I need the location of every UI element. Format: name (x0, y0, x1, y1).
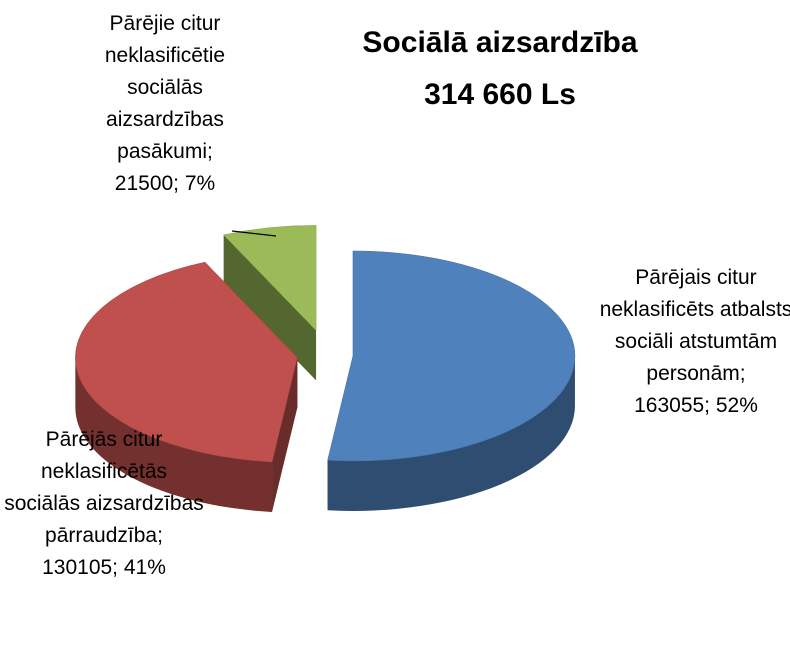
category-label: Pārējais citur neklasificēts atbalsts so… (599, 266, 790, 385)
data-label: Pārējie citur neklasificētie sociālās ai… (72, 8, 258, 200)
chart-subtitle: 314 660 Ls (424, 78, 576, 111)
value-label: 130105; 41% (42, 556, 166, 579)
slice (223, 225, 317, 331)
slice (327, 250, 576, 462)
category-label: Pārējās citur neklasificētās sociālās ai… (4, 428, 204, 547)
chart-title: Sociālā aizsardzība (362, 26, 638, 59)
data-label: Pārējās citur neklasificētās sociālās ai… (4, 424, 204, 584)
data-label: Pārējais citur neklasificēts atbalsts so… (598, 262, 790, 422)
leader-line (231, 230, 277, 237)
slice-side (75, 357, 273, 512)
slice-side (327, 355, 575, 511)
slice (75, 261, 298, 463)
category-label: Pārējie citur neklasificētie sociālās ai… (104, 12, 226, 163)
slice-wall (223, 234, 317, 381)
value-label: 21500; 7% (114, 172, 216, 195)
value-label: 163055; 52% (634, 394, 758, 417)
